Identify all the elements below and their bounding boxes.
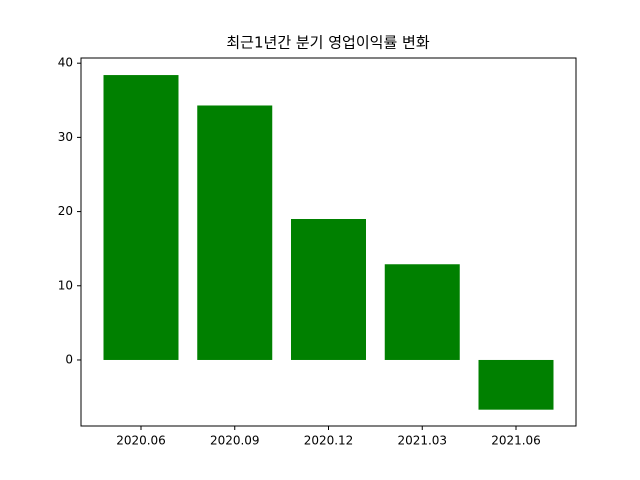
bar [197, 105, 273, 360]
x-tick-label: 2020.09 [210, 434, 260, 448]
chart-title: 최근1년간 분기 영업이익률 변화 [226, 34, 429, 52]
y-tick-label: 40 [58, 56, 73, 70]
x-tick-label: 2020.12 [304, 434, 354, 448]
bar [103, 75, 179, 360]
y-tick-label: 30 [58, 130, 73, 144]
x-tick-label: 2021.06 [491, 434, 541, 448]
y-tick-label: 10 [58, 278, 73, 292]
y-tick-label: 0 [65, 352, 73, 366]
bar [384, 264, 460, 360]
bar [291, 219, 366, 360]
bar [478, 359, 554, 410]
x-tick-label: 2021.03 [397, 434, 447, 448]
x-tick-label: 2020.06 [116, 434, 166, 448]
y-tick-label: 20 [58, 204, 73, 218]
plot-frame [80, 57, 577, 427]
